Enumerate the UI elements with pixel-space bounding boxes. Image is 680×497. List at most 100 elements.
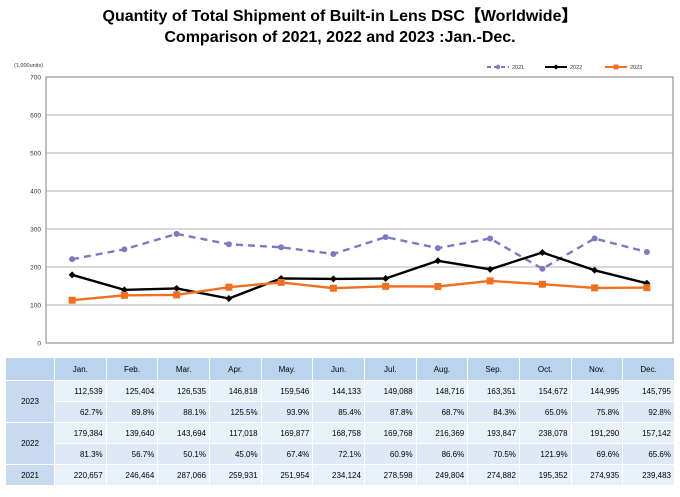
table-value-cell: 238,078 [518,422,572,444]
series-line-2023 [71,279,647,302]
y-tick-label: 400 [30,189,41,196]
data-point-2021 [539,265,546,272]
table-value-cell: 146,818 [208,380,262,402]
table-value-cell: 191,290 [570,422,624,444]
table-value-cell: 112,539 [54,380,107,402]
table-header-row: Jan. Feb. Mar. Apr. May. Jun. Jul. Aug. Sep. Oct.… [5,357,675,381]
table-value-cell: 125,404 [105,380,159,402]
data-point-2023 [382,282,390,290]
table-percent-cell: 65.6% [622,443,675,465]
data-point-2022 [434,257,442,265]
data-point-2021 [225,241,232,248]
table-value-cell: 163,351 [467,380,520,402]
table-value-cell: 195,352 [518,464,572,486]
table-value-cell: 274,882 [467,464,520,486]
table-value-cell: 239,483 [622,464,675,486]
data-point-2023 [643,284,651,292]
table-percent-cell: 62.7% [54,401,107,423]
table-percent-cell: 60.9% [363,443,417,465]
y-unit-label: (1,000units) [14,63,43,69]
data-point-2023 [120,291,128,299]
data-point-2022 [329,275,337,283]
table-percent-cell: 65.0% [518,401,572,423]
table-percent-cell: 87.8% [363,401,417,423]
table-month-header: Aug. [415,357,469,381]
data-point-2021 [121,246,128,253]
data-point-2022 [173,284,181,292]
y-tick-label: 0 [37,341,41,348]
table-percent-cell: 121.9% [518,443,572,465]
data-point-2022 [120,286,128,294]
table-percent-cell: 70.5% [467,443,520,465]
plot-area [45,76,674,344]
table-value-cell: 117,018 [208,422,262,444]
data-point-2021 [173,230,180,237]
table-value-cell: 234,124 [312,464,365,486]
table-value-cell: 148,716 [415,380,469,402]
chart-title: Quantity of Total Shipment of Built-in L… [0,6,680,48]
data-point-2021 [69,256,76,263]
table-percent-cell: 81.3% [54,443,107,465]
table-value-cell: 193,847 [467,422,520,444]
table-value-cell: 246,464 [105,464,159,486]
table-value-cell: 144,995 [570,380,624,402]
y-tick-label: 100 [30,303,41,310]
data-point-2021 [278,244,285,251]
table-value-cell: 259,931 [208,464,262,486]
table-percent-cell: 89.8% [105,401,159,423]
table-body: 2023 112,539 125,404 126,535 146,818 159,546 1… [5,380,675,486]
series-line-2022 [71,251,648,300]
y-tick-label: 500 [30,151,41,158]
data-point-2021 [487,235,494,242]
line-chart: 0 100 200 300 400 500 600 700 (1,000units) 2021 20… [14,63,674,348]
table-value-cell: 179,384 [54,422,107,444]
table-percent-row-2023: 62.7% 89.8% 88.1% 125.5% 93.9% 85.4% 87.8% 68.7… [6,401,675,423]
y-tick-label: 600 [30,113,41,120]
table-month-header: May. [260,357,314,381]
table-percent-cell: 84.3% [467,401,520,423]
data-table: Jan. Feb. Mar. Apr. May. Jun. Jul. Aug. Sep. Oct.… [5,357,675,486]
table-value-cell: 169,768 [363,422,417,444]
data-point-2022 [538,249,546,257]
data-point-2023 [434,282,442,290]
data-point-2023 [173,291,181,299]
table-month-header: Oct. [518,357,572,381]
series-line-2021 [71,232,648,271]
table-percent-cell: 93.9% [260,401,314,423]
table-value-cell: 168,758 [312,422,365,444]
data-point-2022 [591,266,599,274]
legend-label-2023: 2023 [630,65,642,71]
table-value-cell: 126,535 [157,380,210,402]
table-month-header: Jan. [54,357,107,381]
table-corner-cell [5,357,55,381]
table-percent-cell: 69.6% [570,443,624,465]
table-percent-cell: 86.6% [415,443,469,465]
table-month-header: Jul. [363,357,417,381]
table-value-cell: 278,598 [363,464,417,486]
table-row-2022: 2022 179,384 139,640 143,694 117,018 169,877 1… [5,422,675,465]
table-month-header: Dec. [622,357,675,381]
data-point-2023 [538,280,546,288]
table-year-cell: 2021 [5,464,55,486]
table-value-cell: 149,088 [363,380,417,402]
table-value-cell: 154,672 [518,380,572,402]
table-row-2023: 2023 112,539 125,404 126,535 146,818 159,546 1… [5,380,675,423]
table-month-header: Jun. [312,357,365,381]
table-value-cell: 216,369 [415,422,469,444]
table-value-cell: 287,066 [157,464,210,486]
table-percent-cell: 72.1% [312,443,365,465]
table-percent-cell: 56.7% [105,443,159,465]
table-month-header: Nov. [570,357,624,381]
table-month-header: Apr. [208,357,262,381]
table-value-cell: 144,133 [312,380,365,402]
table-month-header: Mar. [157,357,210,381]
table-value-cell: 143,694 [157,422,210,444]
table-percent-cell: 68.7% [415,401,469,423]
legend-marker-2021 [495,64,501,70]
data-point-2022 [486,265,494,273]
data-point-2023 [277,278,285,286]
legend-label-2021: 2021 [512,65,524,71]
chart-title-line-2: Comparison of 2021, 2022 and 2023 :Jan.-… [164,29,516,46]
table-value-cell: 251,954 [260,464,314,486]
data-point-2023 [68,296,76,304]
